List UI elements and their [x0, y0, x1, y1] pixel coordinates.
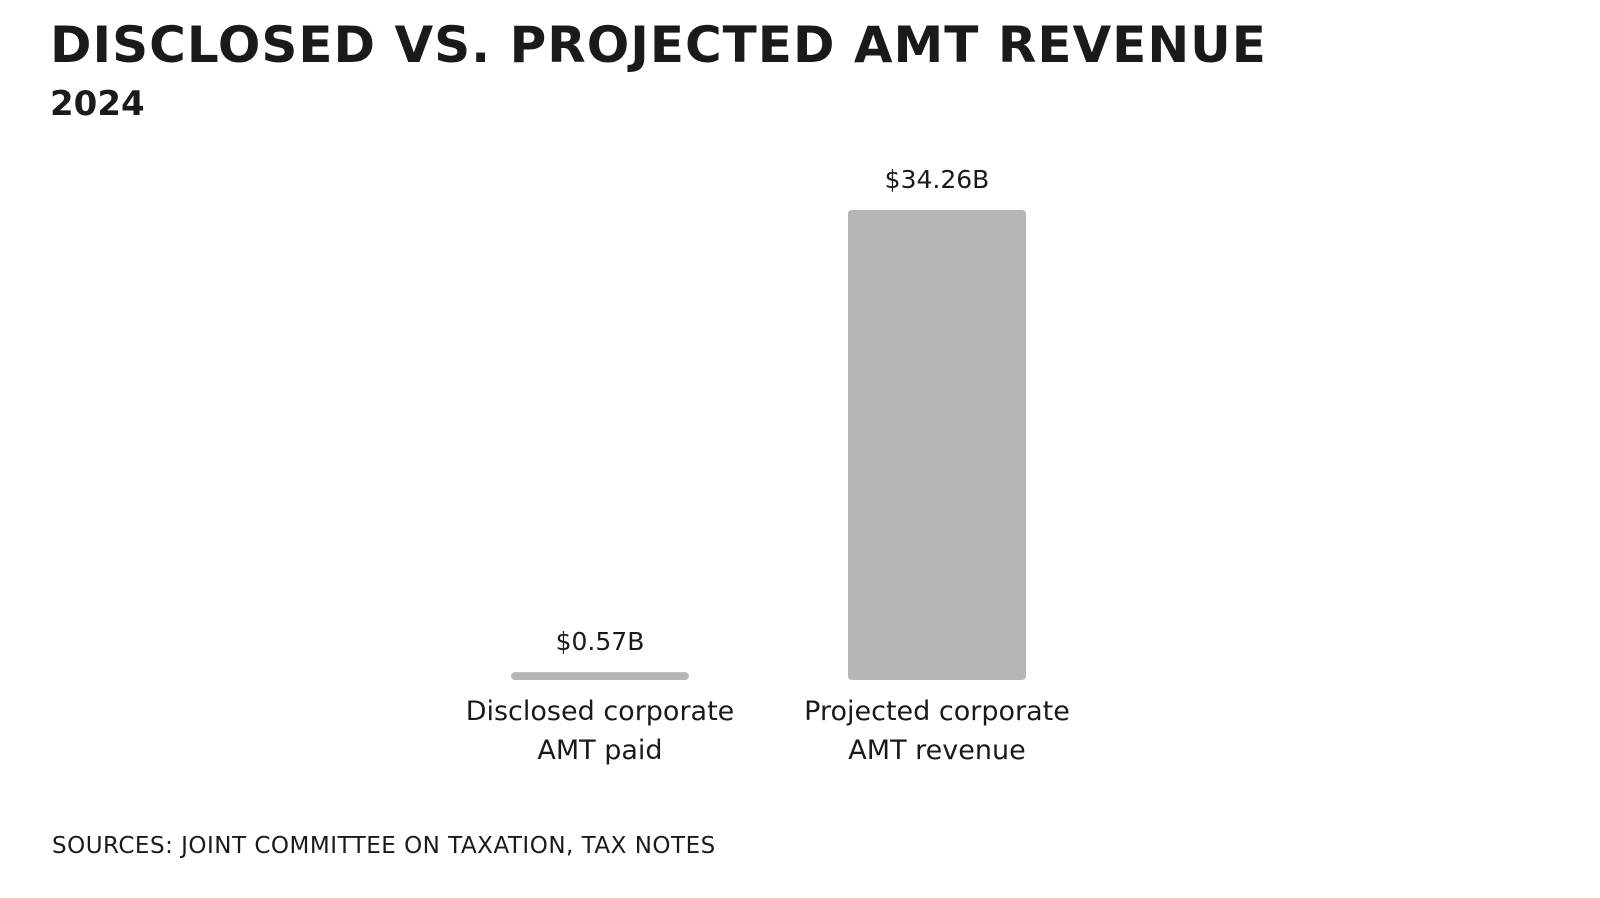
category-label-2-line-1: Projected corporate: [804, 696, 1070, 727]
category-label-1-line-2: AMT paid: [537, 735, 662, 766]
category-label-2-line-2: AMT revenue: [848, 735, 1025, 766]
bar-1: [511, 672, 689, 680]
category-label-1-line-1: Disclosed corporate: [466, 696, 735, 727]
chart-title: DISCLOSED VS. PROJECTED AMT REVENUE: [50, 16, 1267, 74]
source-note: SOURCES: JOINT COMMITTEE ON TAXATION, TA…: [52, 833, 716, 859]
data-label-2: $34.26B: [885, 165, 990, 194]
bar-2: [848, 210, 1026, 680]
data-label-1: $0.57B: [556, 627, 645, 656]
chart-subtitle: 2024: [50, 84, 145, 124]
